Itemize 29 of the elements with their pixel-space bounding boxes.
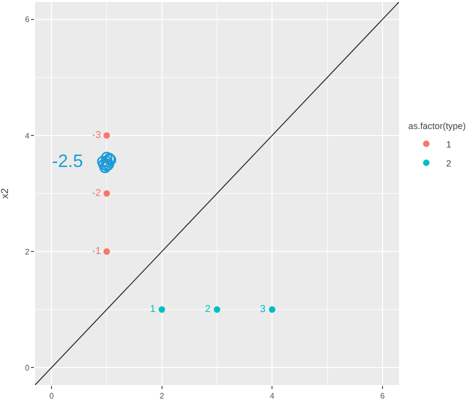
point <box>214 306 220 313</box>
point <box>98 158 110 170</box>
annotation: -1 <box>92 246 102 257</box>
y-tick-label: 4 <box>24 131 30 140</box>
y-axis-title: x2 <box>0 188 11 199</box>
x-tick-label: 2 <box>160 392 165 401</box>
point <box>100 152 112 164</box>
annotation: -2.5 <box>52 151 84 171</box>
y-tick-label: 0 <box>24 363 30 372</box>
y-tick-label: 2 <box>24 247 30 256</box>
annotation: -3 <box>92 130 102 141</box>
legend-title: as.factor(type) <box>408 121 466 132</box>
annotation: 3 <box>260 304 266 315</box>
annotation: 2 <box>205 304 211 315</box>
legend-label: 1 <box>446 139 452 150</box>
point <box>103 190 110 197</box>
point <box>97 156 109 168</box>
point <box>103 132 110 139</box>
point <box>100 156 112 168</box>
annotation: 1 <box>150 304 156 315</box>
x-tick-label: 4 <box>270 392 275 401</box>
x-tick-label: 0 <box>49 392 54 401</box>
y-tick-label: 6 <box>24 15 30 24</box>
x-tick-label: 6 <box>380 392 386 401</box>
point <box>103 248 110 255</box>
point <box>268 306 276 313</box>
annotation: -2 <box>92 188 102 199</box>
point <box>158 306 166 313</box>
legend-label: 2 <box>446 158 452 168</box>
